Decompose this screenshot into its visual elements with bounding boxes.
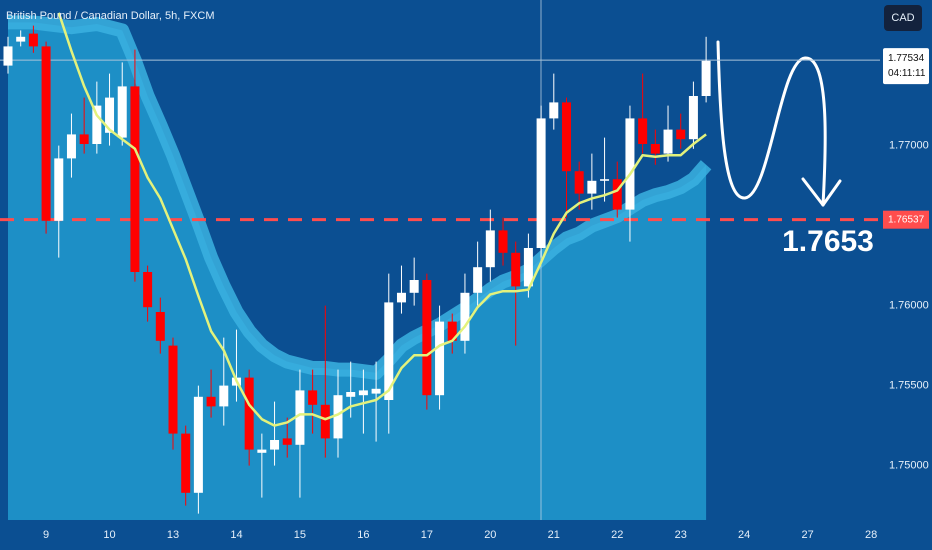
candle-body <box>117 86 127 138</box>
candle-body <box>498 230 508 253</box>
candle-body <box>409 280 419 293</box>
y-tick-label: 1.76000 <box>889 300 929 312</box>
candle-body <box>92 105 102 144</box>
candle-body <box>79 134 89 144</box>
x-tick-label: 21 <box>548 529 560 541</box>
x-tick-label: 14 <box>230 529 242 541</box>
x-tick-label: 16 <box>357 529 369 541</box>
x-tick-label: 28 <box>865 529 877 541</box>
candle-body <box>650 144 660 154</box>
last-price-box <box>883 48 929 85</box>
plot-area <box>8 15 712 521</box>
candle-body <box>333 395 343 439</box>
candle-body <box>460 292 470 341</box>
level-label: 1.76537 <box>888 214 925 225</box>
band-edge <box>8 15 712 380</box>
chart-title: British Pound / Canadian Dollar, 5h, FXC… <box>6 10 215 22</box>
candle-body <box>219 385 229 407</box>
candle-body <box>587 180 597 194</box>
candle-body <box>523 248 533 287</box>
candle-body <box>155 312 165 341</box>
candle-body <box>549 102 559 119</box>
candle-body <box>295 390 305 445</box>
band-area <box>8 22 707 521</box>
x-tick-label: 27 <box>802 529 814 541</box>
candle-body <box>435 321 445 396</box>
candle-body <box>447 321 457 341</box>
candle-body <box>384 302 394 400</box>
candle-body <box>511 252 521 287</box>
moving-average <box>57 12 707 427</box>
candle-body <box>105 97 115 133</box>
last-price-label: 1.77534 <box>888 53 925 64</box>
x-tick-label: 10 <box>103 529 115 541</box>
y-tick-label: 1.77000 <box>889 140 929 152</box>
candle-body <box>244 377 254 450</box>
countdown: 04:11:11 <box>888 68 926 79</box>
candle-body <box>3 46 13 66</box>
candle-body <box>130 86 140 273</box>
candle-body <box>320 404 330 439</box>
annotation: 1.7653 <box>782 225 874 258</box>
arrow-head <box>801 177 842 207</box>
candle-body <box>625 118 635 210</box>
candle-body <box>473 267 483 293</box>
x-tick-label: 22 <box>611 529 623 541</box>
candle-body <box>193 396 203 493</box>
candle-body <box>206 396 216 407</box>
candle-body <box>485 230 495 268</box>
candle-body <box>28 33 38 47</box>
candle-body <box>16 36 26 42</box>
candle-body <box>282 438 292 445</box>
y-tick-label: 1.75500 <box>889 380 929 392</box>
candle-body <box>600 179 610 181</box>
x-tick-label: 15 <box>294 529 306 541</box>
candle-body <box>41 46 51 221</box>
candle-body <box>561 102 571 172</box>
candle-body <box>168 345 178 434</box>
candle-body <box>396 292 406 303</box>
candle-body <box>308 390 318 405</box>
y-tick-label: 1.75000 <box>889 460 929 472</box>
candle-body <box>688 96 698 140</box>
drawn-arrow <box>716 40 827 207</box>
level-label-box <box>883 210 929 229</box>
candle-body <box>54 158 64 221</box>
x-tick-label: 23 <box>675 529 687 541</box>
candle-body <box>270 440 280 450</box>
candle-body <box>358 390 368 396</box>
candle-body <box>663 129 673 154</box>
candle-body <box>66 134 76 159</box>
candle-body <box>346 392 356 397</box>
candle-body <box>676 129 686 140</box>
x-tick-label: 13 <box>167 529 179 541</box>
x-tick-label: 17 <box>421 529 433 541</box>
x-tick-label: 20 <box>484 529 496 541</box>
candle-body <box>371 388 381 394</box>
candle-body <box>701 60 711 96</box>
candle-body <box>638 118 648 144</box>
currency-button[interactable] <box>884 5 922 31</box>
x-tick-label: 9 <box>43 529 49 541</box>
candle-body <box>422 280 432 396</box>
candle-body <box>143 272 153 308</box>
candle-body <box>257 449 267 453</box>
currency-button-label[interactable]: CAD <box>891 12 914 24</box>
x-tick-label: 24 <box>738 529 750 541</box>
candle-body <box>181 433 191 493</box>
candle-body <box>612 179 622 210</box>
candle-body <box>536 118 546 249</box>
candle-body <box>574 171 584 194</box>
